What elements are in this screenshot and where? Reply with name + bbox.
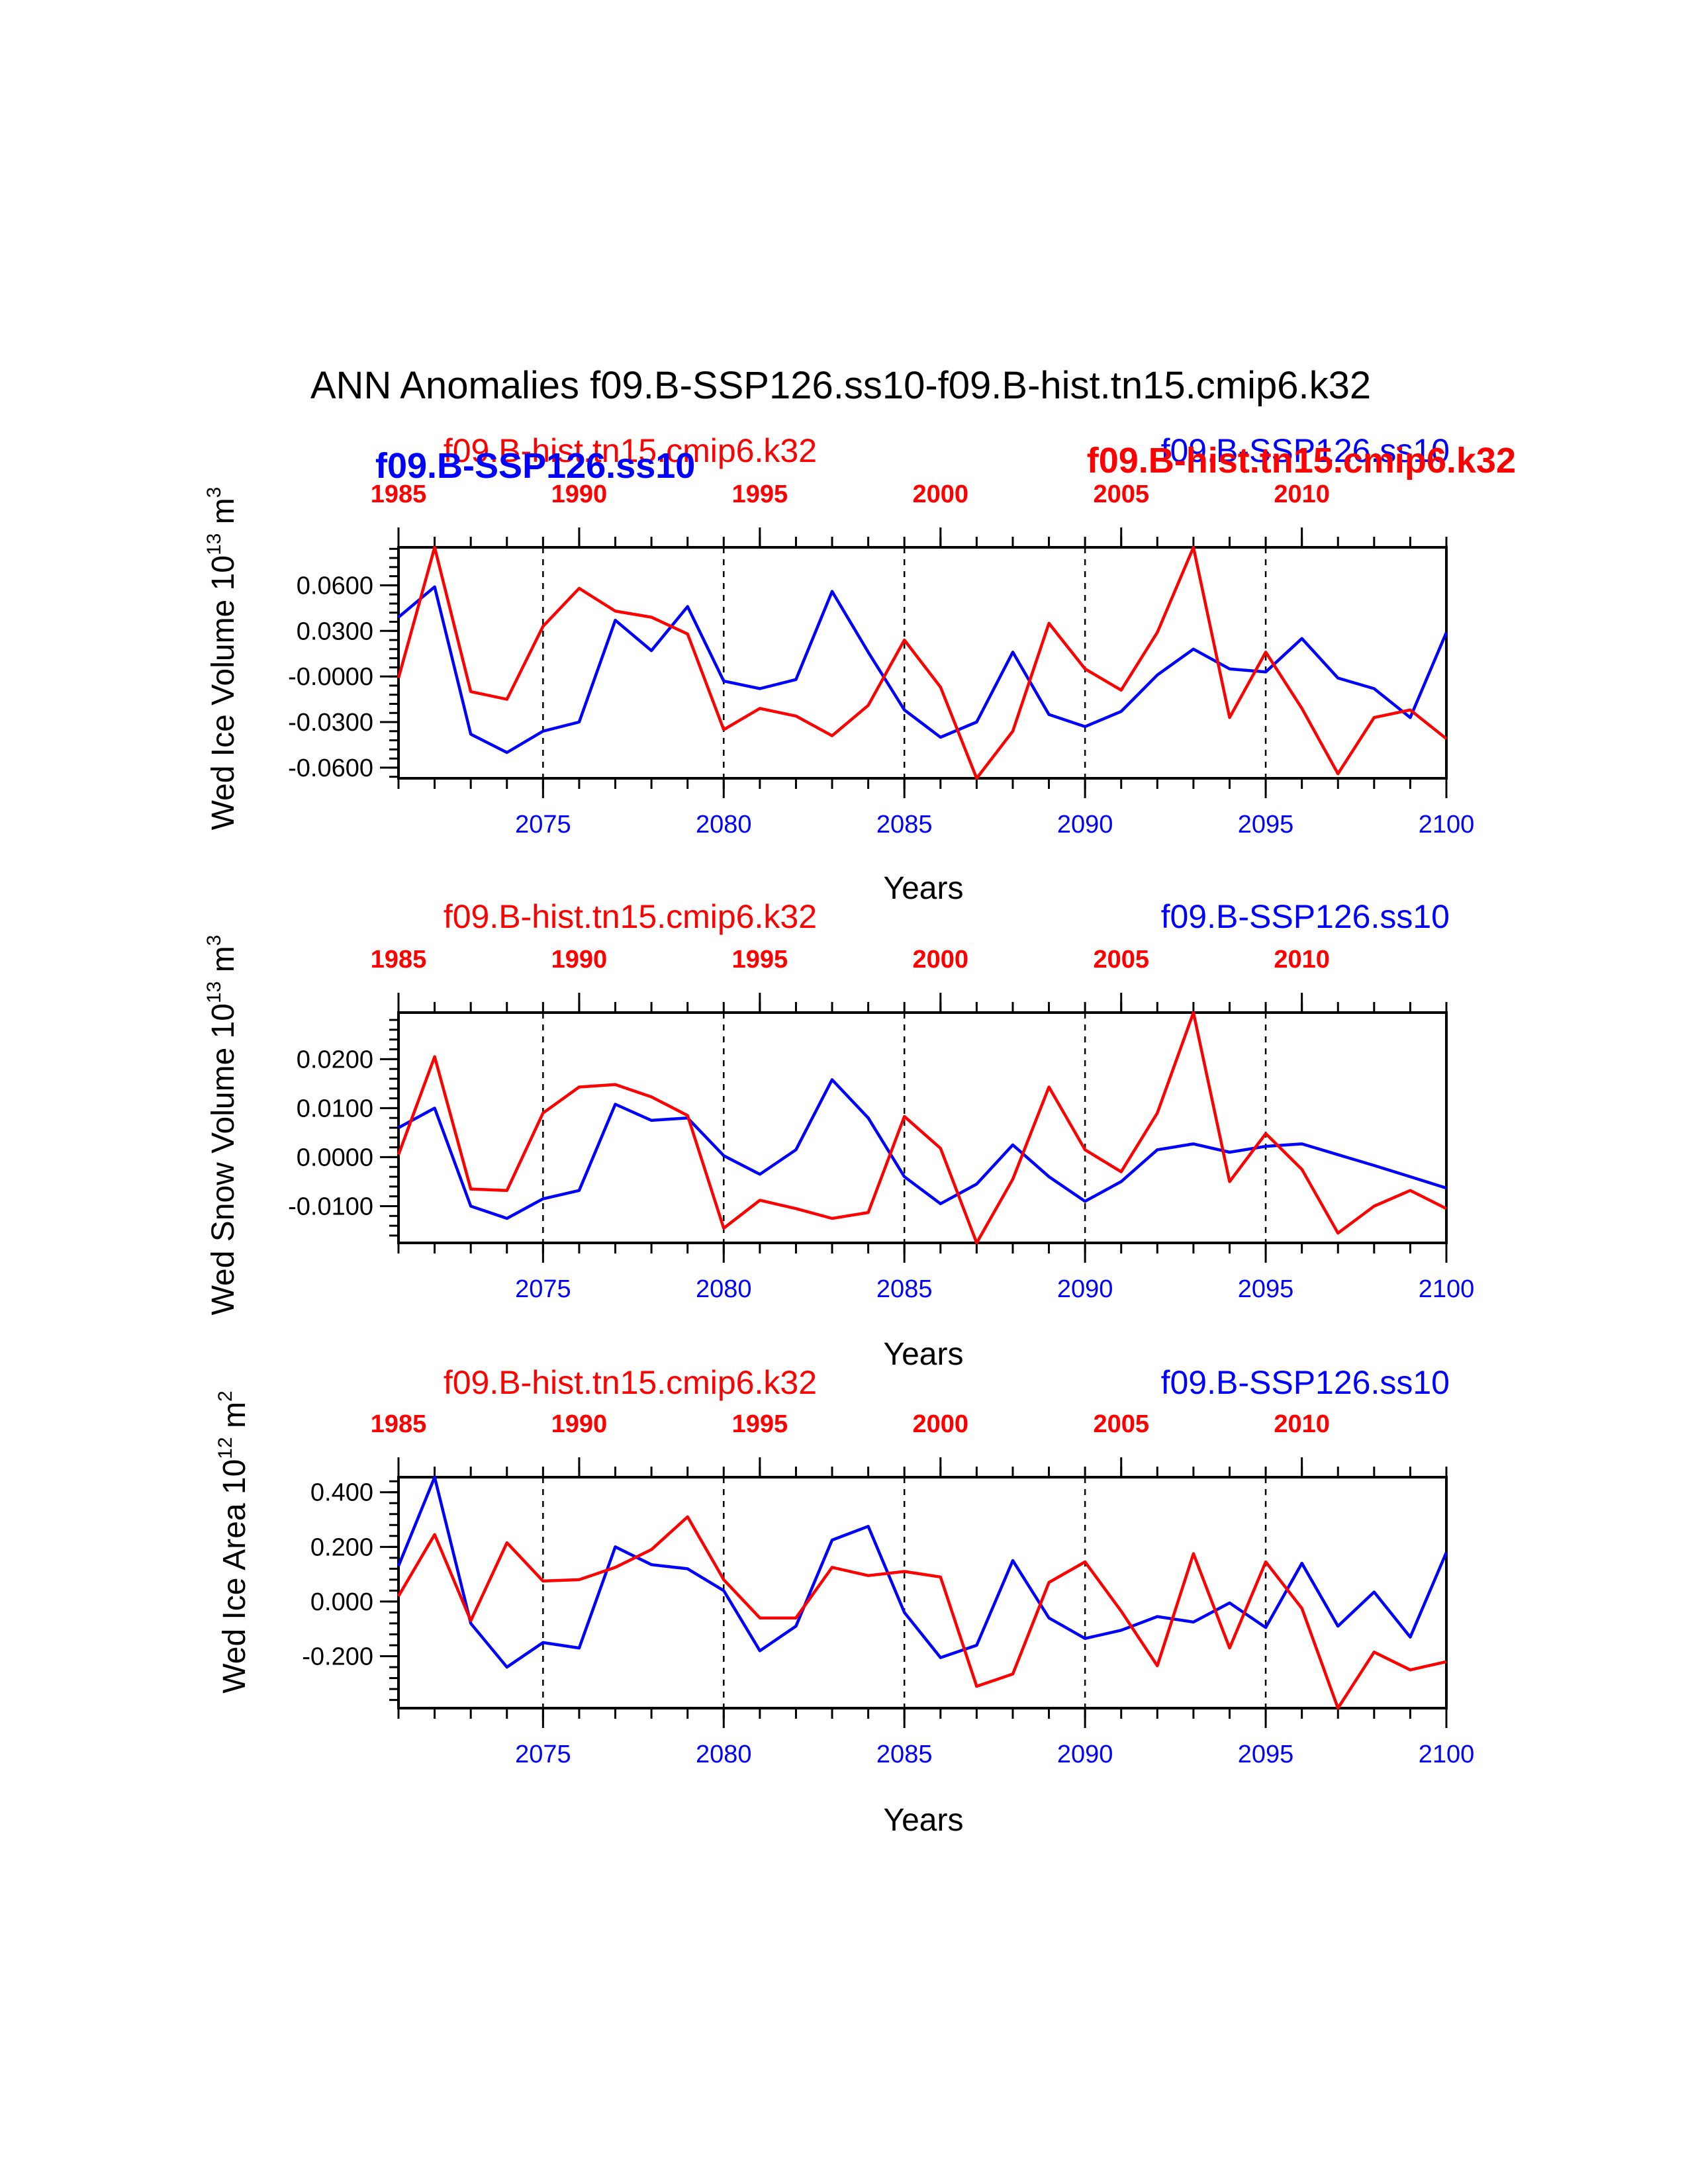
- y-label-unit-exponent: 2: [214, 1390, 236, 1402]
- case-label-hist: f09.B-hist.tn15.cmip6.k32: [444, 1364, 817, 1401]
- y-tick-label: 0.200: [310, 1533, 373, 1561]
- y-tick-label: -0.0100: [288, 1193, 373, 1220]
- ice-volume-panel: f09.B-hist.tn15.cmip6.k32 f09.B-SSP126.s…: [203, 432, 1516, 906]
- ice-area-panel: f09.B-hist.tn15.cmip6.k32 f09.B-SSP126.s…: [214, 1364, 1474, 1838]
- series-line-hist: [397, 1515, 1447, 1710]
- series-line-ssp126: [397, 585, 1448, 754]
- y-label-exponent: 13: [203, 533, 225, 555]
- x-tick-label: 2090: [1057, 811, 1113, 839]
- y-label-exponent: 12: [214, 1437, 236, 1459]
- series-line-hist: [397, 545, 1448, 780]
- x2-tick-label: 2010: [1274, 946, 1330, 974]
- x2-tick-label: 1990: [551, 480, 608, 508]
- x2-tick-label: 1985: [371, 1410, 427, 1438]
- x-tick-label: 2080: [696, 1741, 752, 1768]
- y-tick-label: -0.0300: [288, 709, 373, 737]
- x2-tick-label: 2000: [913, 480, 969, 508]
- y-tick-label: 0.400: [310, 1479, 373, 1507]
- x-axis-label: Years: [884, 1803, 964, 1838]
- x-tick-label: 2095: [1238, 811, 1294, 839]
- x2-tick-label: 1995: [732, 946, 788, 974]
- x-tick-label: 2085: [876, 811, 933, 839]
- y-axis-label: Wed Ice Area 1012 m2: [214, 1390, 252, 1693]
- x2-tick-label: 2005: [1093, 1410, 1149, 1438]
- x-tick-label: 2090: [1057, 1741, 1113, 1768]
- case-label-hist: f09.B-hist.tn15.cmip6.k32: [444, 898, 817, 935]
- x-tick-label: 2075: [515, 1275, 571, 1303]
- y-label-unit: m: [217, 1402, 252, 1437]
- y-label-base: Wed Ice Area 10: [217, 1459, 252, 1694]
- x-tick-label: 2080: [696, 811, 752, 839]
- y-label-unit-exponent: 3: [203, 935, 225, 946]
- y-tick-label: 0.000: [310, 1588, 373, 1616]
- x-tick-label: 2100: [1419, 811, 1475, 839]
- case-label-ssp: f09.B-SSP126.ss10: [1161, 432, 1450, 469]
- x2-tick-label: 2010: [1274, 480, 1330, 508]
- x-tick-label: 2085: [876, 1741, 933, 1768]
- y-tick-label: 0.0000: [297, 1144, 373, 1171]
- figure-title: ANN Anomalies f09.B-SSP126.ss10-f09.B-hi…: [310, 364, 1371, 407]
- x2-tick-label: 1990: [551, 1410, 608, 1438]
- y-axis-label: Wed Snow Volume 1013 m3: [203, 935, 241, 1316]
- x2-tick-label: 1995: [732, 480, 788, 508]
- case-label-hist: f09.B-hist.tn15.cmip6.k32: [444, 432, 817, 469]
- y-tick-label: -0.200: [302, 1643, 373, 1671]
- x-axis-label: Years: [884, 1337, 964, 1372]
- x2-tick-label: 2005: [1093, 480, 1149, 508]
- y-label-unit-exponent: 3: [203, 487, 225, 498]
- x-tick-label: 2100: [1419, 1275, 1475, 1303]
- x2-tick-label: 2000: [913, 946, 969, 974]
- case-label-hist-bold: f09.B-hist.tn15.cmip6.k32: [1087, 441, 1516, 480]
- y-label-base: Wed Ice Volume 10: [206, 555, 241, 830]
- y-label-exponent: 13: [203, 981, 225, 1003]
- x2-tick-label: 2010: [1274, 1410, 1330, 1438]
- x-axis-label: Years: [884, 871, 964, 906]
- x-tick-label: 2100: [1419, 1741, 1475, 1768]
- x2-tick-label: 1995: [732, 1410, 788, 1438]
- y-tick-label: 0.0600: [297, 572, 373, 600]
- case-label-ssp: f09.B-SSP126.ss10: [1161, 898, 1450, 935]
- case-label-ssp-bold: f09.B-SSP126.ss10: [375, 446, 695, 486]
- x-tick-label: 2095: [1238, 1275, 1294, 1303]
- x-tick-label: 2095: [1238, 1741, 1294, 1768]
- x2-tick-label: 1985: [371, 480, 427, 508]
- x-tick-label: 2075: [515, 811, 571, 839]
- plot-frame: [397, 546, 1448, 780]
- x2-tick-label: 2000: [913, 1410, 969, 1438]
- y-tick-label: -0.0000: [288, 663, 373, 691]
- x-tick-label: 2075: [515, 1741, 571, 1768]
- x2-tick-label: 1990: [551, 946, 608, 974]
- x2-tick-label: 2005: [1093, 946, 1149, 974]
- x-tick-label: 2090: [1057, 1275, 1113, 1303]
- x2-tick-label: 1985: [371, 946, 427, 974]
- y-axis-label: Wed Ice Volume 1013 m3: [203, 487, 241, 831]
- snow-volume-panel: f09.B-hist.tn15.cmip6.k32 f09.B-SSP126.s…: [203, 898, 1474, 1372]
- y-label-unit: m: [206, 498, 241, 533]
- y-tick-label: 0.0200: [297, 1046, 373, 1073]
- case-label-ssp: f09.B-SSP126.ss10: [1161, 1364, 1450, 1401]
- series-line-ssp126: [397, 1078, 1447, 1220]
- plot-frame: [397, 1011, 1448, 1244]
- y-label-unit: m: [206, 946, 241, 981]
- y-label-base: Wed Snow Volume 10: [206, 1003, 241, 1315]
- plot-frame: [397, 1476, 1448, 1709]
- x-tick-label: 2080: [696, 1275, 752, 1303]
- series-line-hist: [397, 1011, 1448, 1245]
- y-tick-label: 0.0100: [297, 1095, 373, 1122]
- series-line-ssp126: [397, 1475, 1448, 1669]
- y-tick-label: 0.0300: [297, 617, 373, 645]
- x-tick-label: 2085: [876, 1275, 933, 1303]
- y-tick-label: -0.0600: [288, 754, 373, 782]
